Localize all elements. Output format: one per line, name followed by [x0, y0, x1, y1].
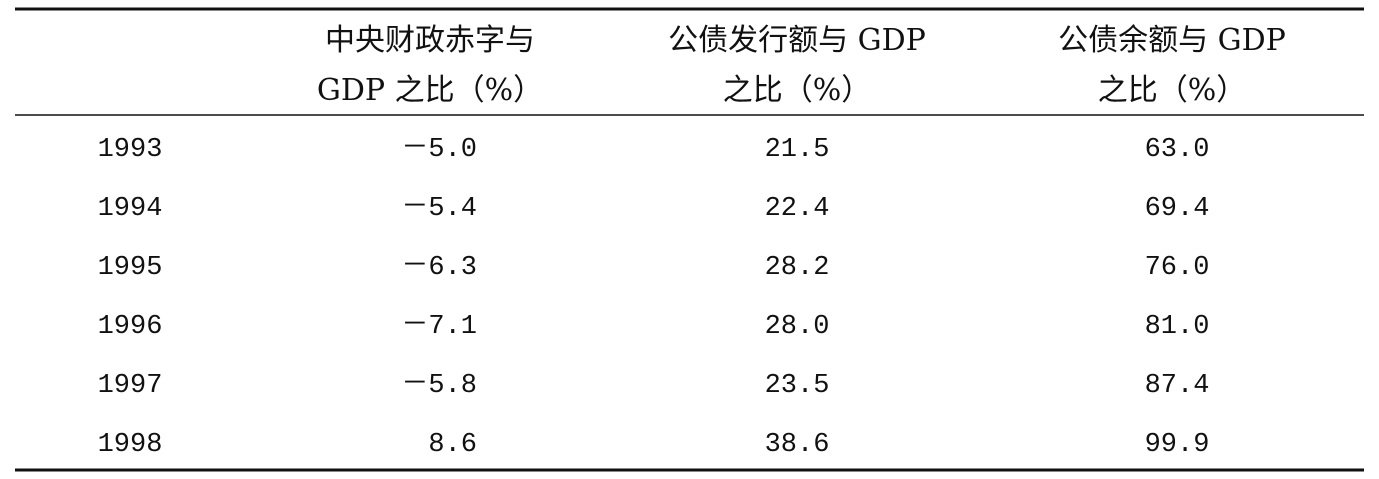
- column-header: 之比（%）: [1098, 73, 1247, 108]
- value-cell: 63.0: [1145, 135, 1210, 165]
- year-cell: 1995: [98, 253, 163, 283]
- column-header: 公债余额与 GDP: [1058, 23, 1286, 58]
- year-cell: 1993: [98, 135, 163, 165]
- value-cell: 22.4: [765, 194, 830, 224]
- value-cell: －5.0: [401, 135, 477, 165]
- value-cell: 8.6: [428, 430, 477, 460]
- year-cell: 1994: [98, 194, 163, 224]
- column-header: 公债发行额与 GDP: [668, 23, 926, 58]
- value-cell: －5.8: [401, 371, 477, 401]
- year-cell: 1996: [98, 312, 163, 342]
- column-header: GDP 之比（%）: [317, 73, 543, 108]
- column-header: 中央财政赤字与: [325, 23, 535, 58]
- value-cell: 69.4: [1145, 194, 1210, 224]
- value-cell: 76.0: [1145, 253, 1210, 283]
- year-cell: 1998: [98, 430, 163, 460]
- column-header: 之比（%）: [723, 73, 872, 108]
- value-cell: 99.9: [1145, 430, 1210, 460]
- value-cell: 23.5: [765, 371, 830, 401]
- value-cell: －5.4: [401, 194, 477, 224]
- value-cell: 28.2: [765, 253, 830, 283]
- value-cell: －7.1: [401, 312, 477, 342]
- value-cell: 87.4: [1145, 371, 1210, 401]
- value-cell: 38.6: [765, 430, 830, 460]
- value-cell: 28.0: [765, 312, 830, 342]
- value-cell: 21.5: [765, 135, 830, 165]
- value-cell: －6.3: [401, 253, 477, 283]
- year-cell: 1997: [98, 371, 163, 401]
- value-cell: 81.0: [1145, 312, 1210, 342]
